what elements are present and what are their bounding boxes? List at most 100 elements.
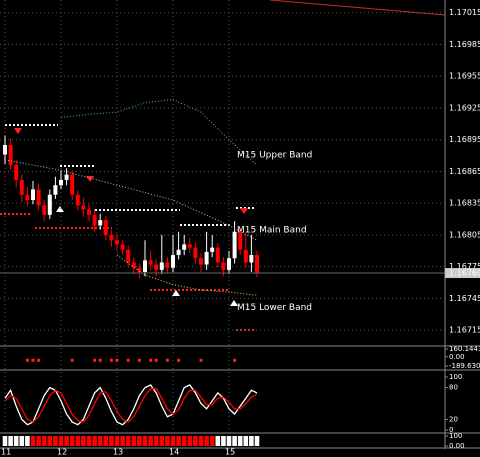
candle-body [199,258,203,265]
dot [137,358,141,362]
candle-body [64,174,69,180]
state-bar [176,436,181,446]
state-bar [153,436,159,446]
signals [0,124,256,331]
y-tick-label: 0.00 [449,442,465,450]
y-tick-label: 1.17015 [449,8,480,17]
state-bar [92,436,97,446]
candle-body [143,260,147,272]
y-tick-label: 1.16955 [449,72,480,81]
state-bar [204,436,209,446]
state-bar [209,436,215,446]
candle-body [137,267,142,272]
x-tick-label: 15 [225,448,235,457]
state-bar [120,436,125,446]
candle-body [109,234,114,241]
state-bar [226,436,232,446]
band-line [116,254,258,296]
dot [98,358,102,362]
y-tick-label: 1.16805 [449,230,480,239]
x-tick-label: 12 [57,448,67,457]
candle-body [204,251,209,265]
candle-body [3,144,7,155]
candle-body [238,231,243,250]
candle-body [31,189,35,201]
state-bar [249,436,254,446]
y-tick-label: 1.16745 [449,294,480,303]
oscillator-line [4,384,258,426]
candle-body [103,220,108,235]
candle-body [243,249,248,263]
state-bar [13,436,19,446]
candle-body [42,205,47,215]
candle-body [148,260,153,265]
dot [70,358,74,362]
y-tick-label: 1.16775 [449,262,480,271]
dot [199,358,203,362]
state-bar [232,436,237,446]
candle-body [182,244,187,250]
state-bar [58,436,64,446]
y-tick-label: 0.00 [449,353,465,361]
dot [109,358,113,362]
state-bar [8,436,13,446]
state-bar [64,436,69,446]
dot [25,358,29,362]
state-bar [81,436,86,446]
y-tick-label: -189.6308 [449,362,480,370]
state-bar [36,436,41,446]
state-bar [181,436,187,446]
candle-body [193,247,198,259]
state-bar [187,436,193,446]
state-bar [97,436,103,446]
state-bar [109,436,114,446]
state-bar [41,436,47,446]
dot [165,358,169,362]
state-bar [131,436,137,446]
dot [93,358,97,362]
candle-body [227,258,231,270]
state-bar [86,436,92,446]
oscillator-line [4,388,258,423]
candle-body [210,247,215,252]
state-bar [125,436,131,446]
candle-body [53,185,58,195]
candle-body [19,179,24,195]
x-tick-label: 14 [169,448,179,457]
candle-body [165,262,170,268]
x-tick-label: 13 [113,448,123,457]
candle-body [232,231,237,259]
state-bar [69,436,75,446]
band-line [60,98,258,166]
last-price-box [445,268,480,279]
state-bar [221,436,226,446]
state-bar [198,436,204,446]
y-tick-label: 80 [449,384,458,392]
y-tick-label: 1.16895 [449,135,480,144]
y-tick-label: 0 [449,426,453,434]
dot [126,358,130,362]
dot [115,358,119,362]
candle-body [187,244,192,248]
y-tick-label: 1.16925 [449,103,480,112]
y-tick-label: 160.1443 [449,345,480,353]
state-bar [165,436,170,446]
state-bar [215,436,221,446]
band-label: M15 Main Band [237,226,307,236]
state-bar [75,436,81,446]
dot [31,358,35,362]
candle-body [25,194,30,201]
candle-body [98,220,103,226]
band-label: M15 Lower Band [237,303,312,313]
candle-body [59,179,63,186]
state-bar [243,436,249,446]
state-bar [237,436,243,446]
dot [177,358,181,362]
y-tick-label: 1.16865 [449,167,480,176]
arrows [14,128,248,306]
candle-body [75,194,80,206]
trend-line [269,0,446,16]
candle-body [14,165,19,180]
candle-body [115,240,119,245]
